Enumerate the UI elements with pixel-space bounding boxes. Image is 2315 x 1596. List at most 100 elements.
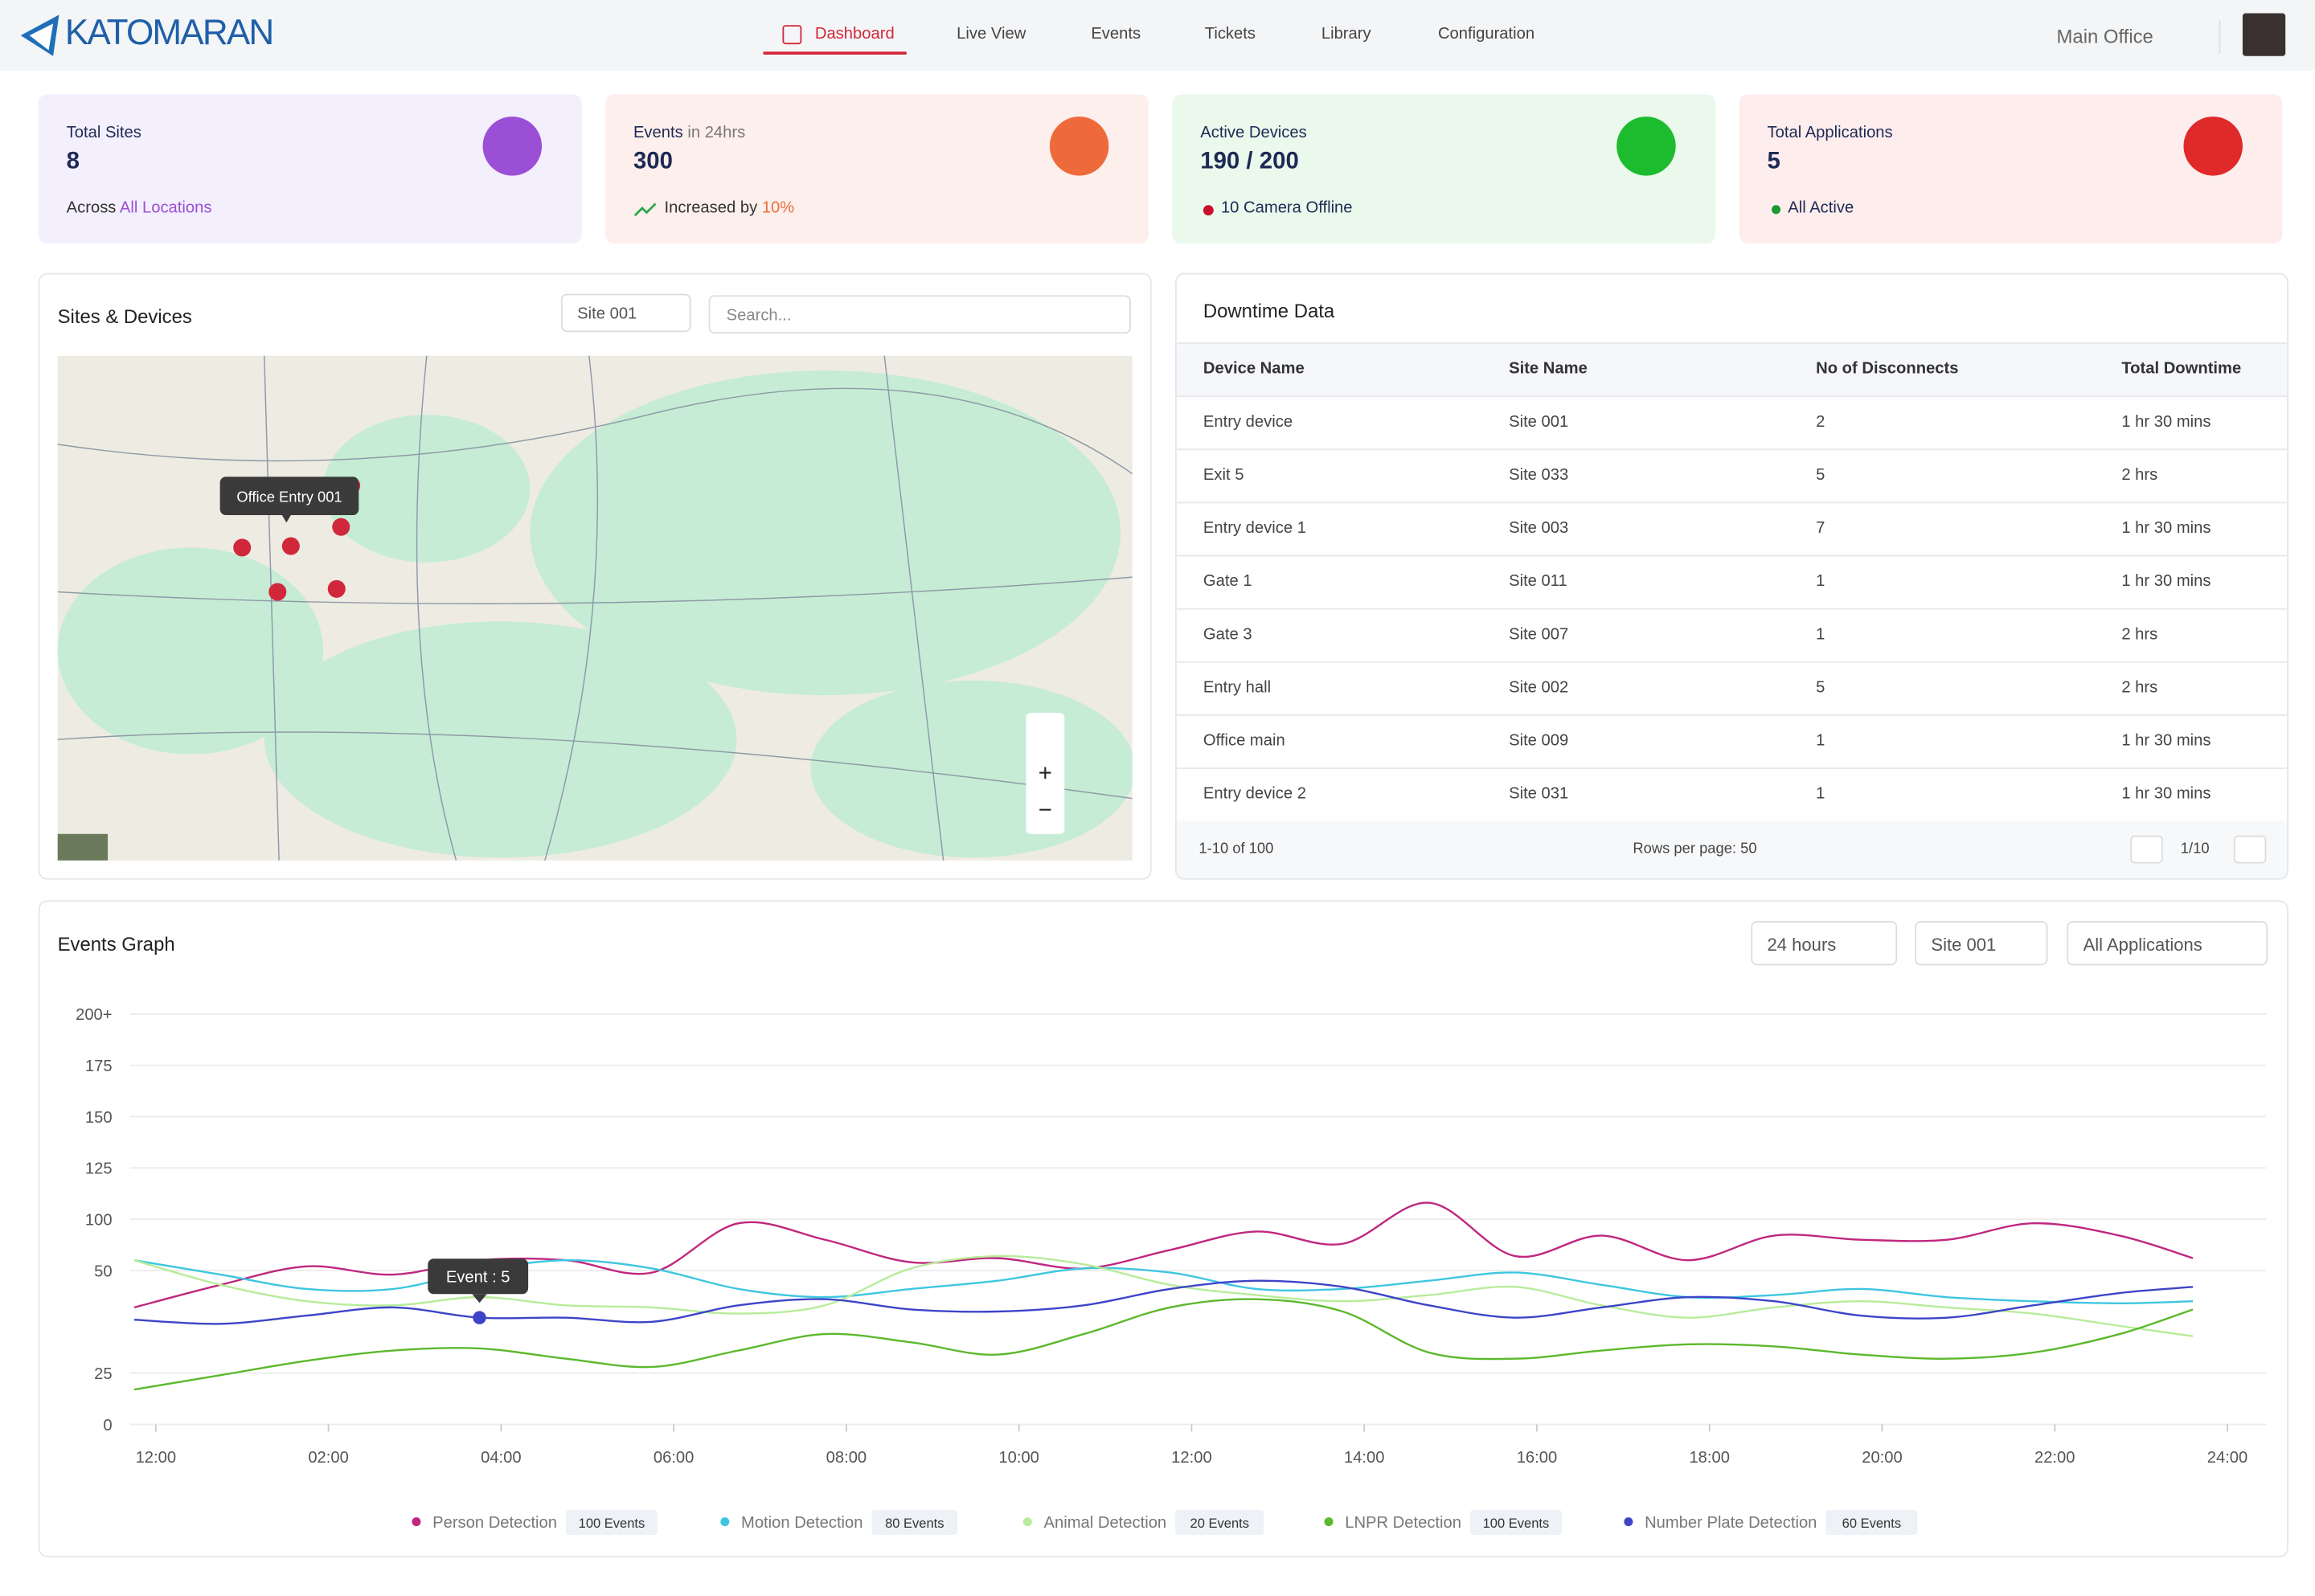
row-border — [1176, 714, 2288, 716]
card-value: 300 — [633, 149, 673, 174]
card-note: Across All Locations — [67, 199, 212, 217]
table-cell: 2 — [1816, 413, 1825, 432]
x-tick-label: 24:00 — [2207, 1449, 2248, 1467]
column-header[interactable]: No of Disconnects — [1816, 360, 1959, 379]
panel-title: Events Graph — [57, 932, 175, 956]
table-cell: 1 hr 30 mins — [2121, 785, 2211, 804]
nav-events[interactable]: Events — [1091, 25, 1141, 43]
legend-count: 20 Events — [1190, 1516, 1249, 1531]
application-filter[interactable]: All Applications — [2067, 921, 2268, 966]
legend-count: 80 Events — [885, 1516, 944, 1531]
nav-configuration[interactable]: Configuration — [1437, 25, 1535, 43]
series-line — [133, 1298, 2194, 1391]
site-select[interactable]: Site 001 — [560, 293, 691, 333]
legend-label[interactable]: Animal Detection — [1044, 1514, 1167, 1532]
y-tick-label: 175 — [85, 1058, 113, 1075]
card-title: Total Applications — [1767, 124, 1893, 142]
events-chart: 0 25 50 100 125 150 175 200+ 12:00 02:00 04:00 06:0… — [76, 1006, 2267, 1536]
table-cell: Gate 1 — [1203, 572, 1252, 591]
card-title: Active Devices — [1200, 124, 1307, 142]
plot: 0 25 50 100 125 150 175 200+ 12:00 02:00 04:00 06:0… — [76, 1006, 2267, 1536]
table-footer: 1-10 of 100 Rows per page: 50 1/10 — [1176, 821, 2288, 878]
table-cell: Site 007 — [1509, 625, 1569, 644]
legend-label[interactable]: Number Plate Detection — [1645, 1514, 1817, 1532]
y-tick-label: 50 — [94, 1262, 112, 1280]
table-header — [1176, 342, 2288, 398]
legend-badge — [566, 1509, 658, 1536]
legend-label[interactable]: Motion Detection — [741, 1514, 863, 1532]
note-link[interactable]: All Locations — [119, 198, 212, 217]
legend-badge — [1470, 1509, 1562, 1536]
map-panel: Sites & Devices Site 001 Search... Offic… — [38, 272, 1152, 880]
nav-library[interactable]: Library — [1321, 25, 1371, 43]
column-header[interactable]: Device Name — [1203, 360, 1305, 379]
legend-label[interactable]: Person Detection — [432, 1514, 557, 1532]
x-tick-label: 10:00 — [998, 1449, 1039, 1467]
x-tick-label: 02:00 — [308, 1449, 349, 1467]
map[interactable]: Office Entry 001 + − — [57, 355, 1133, 861]
table-cell: Site 011 — [1509, 572, 1567, 591]
table-cell: 1 hr 30 mins — [2121, 732, 2211, 751]
table-cell: 2 hrs — [2121, 678, 2158, 697]
table-cell: Entry device — [1203, 413, 1293, 432]
logo[interactable]: KATOMARAN — [64, 13, 274, 54]
table-cell: Exit 5 — [1203, 466, 1244, 485]
status-dot — [1203, 205, 1214, 216]
map-tooltip: Office Entry 001 — [236, 488, 342, 505]
title-suffix: in 24hrs — [687, 124, 746, 142]
range: 1-10 of 100 — [1198, 841, 1274, 858]
panel-title: Downtime Data — [1203, 299, 1335, 322]
search-input[interactable]: Search... — [708, 295, 1131, 334]
card-icon — [1616, 117, 1676, 176]
row-border — [1176, 395, 2288, 398]
nav-dashboard[interactable]: Dashboard — [814, 25, 895, 43]
row-border — [1176, 661, 2288, 663]
card-icon — [2183, 117, 2243, 176]
table-cell: 1 hr 30 mins — [2121, 572, 2211, 591]
table-cell: 1 — [1816, 785, 1825, 804]
card-note: 10 Camera Offline — [1220, 198, 1353, 217]
table-cell: Entry device 2 — [1203, 785, 1306, 804]
x-tick-label: 18:00 — [1689, 1449, 1730, 1467]
table-cell: 1 — [1816, 572, 1825, 591]
nav-tickets[interactable]: Tickets — [1204, 25, 1256, 43]
x-tick-label: 06:00 — [654, 1449, 694, 1467]
rows-per-page[interactable]: Rows per page: 50 — [1633, 841, 1757, 858]
table-cell: Office main — [1203, 732, 1285, 751]
row-border — [1176, 555, 2288, 557]
card-events: Events in 24hrs 300 Increased by 10% — [605, 94, 1149, 244]
card-value: 190 / 200 — [1200, 149, 1299, 174]
prev-page[interactable] — [2130, 835, 2163, 864]
table-cell: Site 002 — [1509, 678, 1569, 697]
note: Increased by — [664, 198, 758, 217]
card-value: 8 — [66, 149, 80, 174]
table-cell: 5 — [1816, 678, 1825, 697]
highlight-point — [473, 1311, 486, 1324]
x-tick-label: 16:00 — [1517, 1449, 1558, 1467]
y-tick-label: 200+ — [76, 1006, 112, 1024]
time-filter[interactable]: 24 hours — [1751, 921, 1898, 966]
legend-label[interactable]: LNPR Detection — [1345, 1514, 1461, 1532]
avatar[interactable] — [2242, 13, 2286, 56]
card-note: All Active — [1788, 198, 1854, 217]
tooltip-box — [428, 1258, 529, 1295]
location-select[interactable]: Main Office — [2056, 25, 2153, 47]
tooltip-text: Event : 5 — [446, 1269, 510, 1287]
table-cell: Site 003 — [1509, 519, 1569, 538]
y-tick-label: 125 — [85, 1160, 113, 1178]
column-header[interactable]: Site Name — [1509, 360, 1588, 379]
title: Events — [633, 124, 683, 142]
column-header[interactable]: Total Downtime — [2121, 360, 2242, 379]
next-page[interactable] — [2233, 835, 2267, 864]
nav-live-view[interactable]: Live View — [957, 25, 1026, 43]
table-cell: Gate 3 — [1203, 625, 1252, 644]
trend-icon — [633, 203, 657, 217]
site-filter[interactable]: Site 001 — [1915, 921, 2048, 966]
table-cell: 5 — [1816, 466, 1825, 485]
x-tick-label: 08:00 — [826, 1449, 867, 1467]
table-cell: Entry hall — [1203, 678, 1272, 697]
legend-dot — [1022, 1517, 1032, 1527]
card-title: Total Sites — [66, 124, 141, 142]
legend-dot — [720, 1517, 730, 1527]
